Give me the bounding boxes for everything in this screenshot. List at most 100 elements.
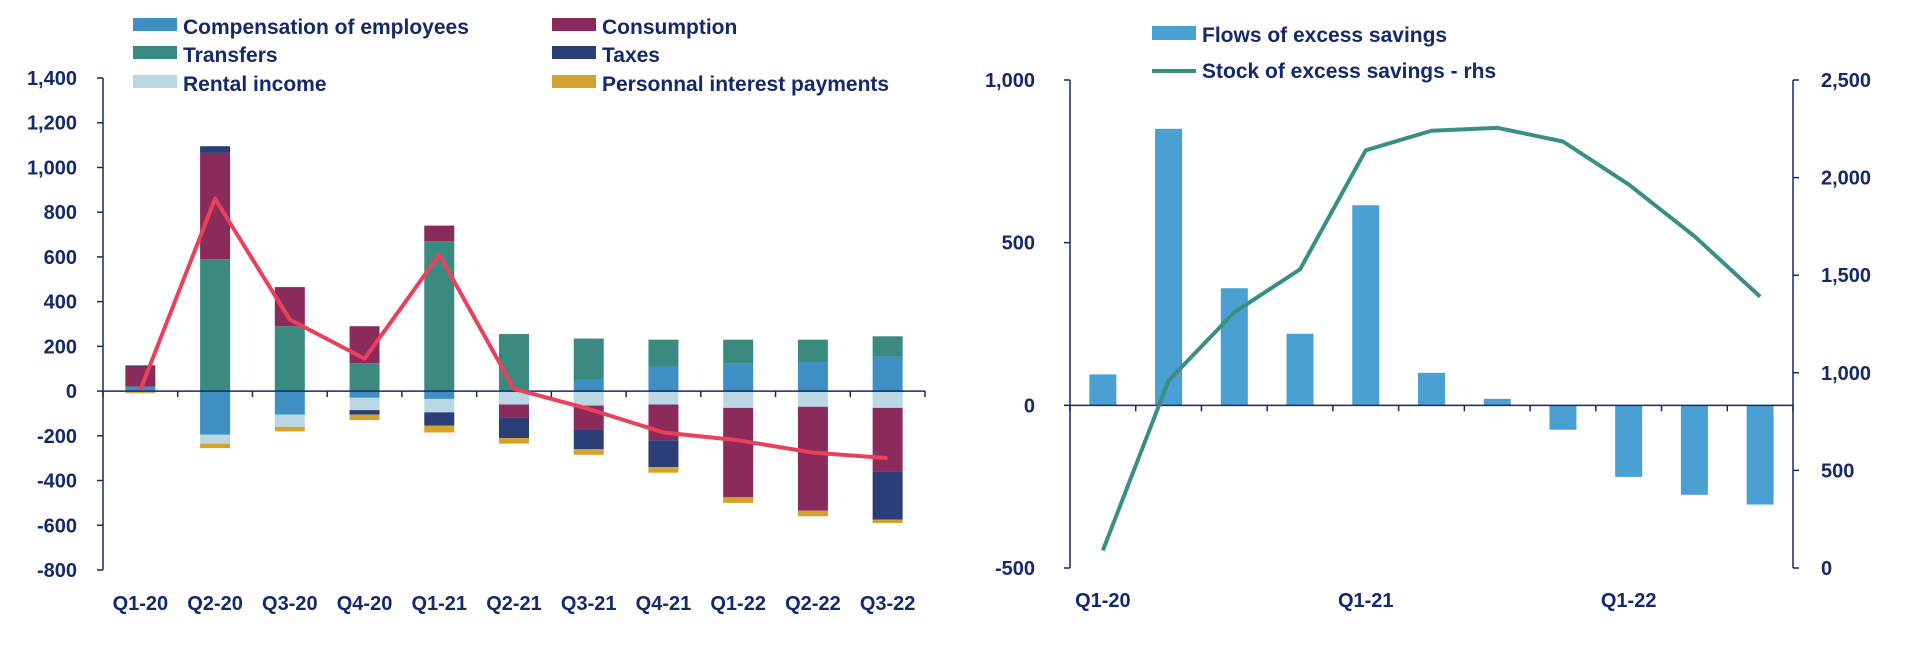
right-chart-x-tick-label: Q1-21 — [1338, 590, 1394, 612]
right-legend-line-label: Stock of excess savings - rhs — [1202, 60, 1496, 83]
bar-segment-3-8 — [723, 407, 754, 498]
bar-segment-0-6 — [573, 379, 604, 392]
left-x-tick-label: Q2-21 — [486, 593, 542, 615]
right-chart-y-tick-label: 500 — [1002, 233, 1035, 255]
right-chart-y2-tick-label: 0 — [1821, 558, 1832, 580]
bar-segment-4-0 — [125, 365, 156, 367]
bar-segment-0-1 — [200, 391, 231, 435]
bar-segment-4-3 — [349, 410, 380, 415]
bar-segment-5-4 — [424, 425, 455, 433]
left-y-tick-label: 800 — [44, 202, 77, 224]
bar-segment-4-4 — [424, 412, 455, 426]
left-x-tick-label: Q3-20 — [262, 593, 318, 615]
bar-segment-3-10 — [872, 407, 903, 472]
left-x-tick-label: Q2-20 — [187, 593, 243, 615]
left-y-tick-label: 0 — [66, 381, 77, 403]
legend-swatch-5 — [552, 75, 596, 88]
flow-bar-6 — [1483, 398, 1511, 406]
right-chart-x-tick-label: Q1-22 — [1601, 590, 1657, 612]
bar-segment-2-7 — [648, 391, 679, 405]
legend-swatch-0 — [133, 18, 177, 31]
bar-segment-5-10 — [872, 519, 903, 524]
bar-segment-3-0 — [125, 366, 156, 387]
bar-segment-5-5 — [499, 438, 529, 444]
bar-segment-0-10 — [872, 356, 903, 392]
left-y-tick-label: 1,200 — [27, 113, 77, 135]
bar-segment-5-3 — [349, 414, 380, 421]
left-y-tick-label: 400 — [44, 292, 77, 314]
bar-segment-2-10 — [872, 391, 903, 408]
left-x-tick-label: Q3-22 — [860, 593, 916, 615]
right-chart-y-tick-label: 0 — [1024, 395, 1035, 417]
bar-segment-5-6 — [573, 449, 604, 455]
bar-segment-3-9 — [797, 406, 828, 511]
right-legend-bar-swatch — [1152, 26, 1196, 40]
flow-bar-1 — [1155, 128, 1183, 406]
right-chart-y2-tick-label: 1,000 — [1821, 363, 1871, 385]
left-x-tick-label: Q2-22 — [785, 593, 841, 615]
legend-label-0: Compensation of employees — [183, 16, 469, 39]
bar-segment-5-1 — [200, 443, 231, 449]
legend-label-2: Rental income — [183, 73, 327, 96]
left-x-tick-label: Q1-21 — [411, 593, 467, 615]
legend-label-3: Consumption — [602, 16, 737, 39]
legend-swatch-1 — [133, 46, 177, 59]
bar-segment-4-6 — [573, 429, 604, 450]
bar-segment-5-8 — [723, 497, 754, 503]
left-y-tick-label: 1,000 — [27, 157, 77, 179]
left-y-tick-label: -800 — [37, 560, 77, 582]
left-y-tick-label: 1,400 — [27, 68, 77, 90]
bar-segment-1-6 — [573, 338, 604, 380]
bar-segment-4-5 — [499, 417, 529, 439]
left-y-tick-label: 600 — [44, 247, 77, 269]
right-chart-y2-tick-label: 2,500 — [1821, 70, 1871, 92]
right-chart-y2-tick-label: 1,500 — [1821, 265, 1871, 287]
left-y-tick-label: -400 — [37, 471, 77, 493]
legend-swatch-2 — [133, 75, 177, 88]
bar-segment-2-8 — [723, 391, 754, 408]
bar-segment-2-5 — [499, 391, 529, 405]
bar-segment-1-7 — [648, 339, 679, 367]
bar-segment-1-3 — [349, 363, 380, 392]
left-x-tick-label: Q4-20 — [337, 593, 393, 615]
right-chart-y-tick-label: 1,000 — [985, 70, 1035, 92]
bar-segment-0-8 — [723, 363, 754, 392]
right-legend-bar-label: Flows of excess savings — [1202, 24, 1447, 47]
bar-segment-1-4 — [424, 241, 455, 392]
left-x-tick-label: Q3-21 — [561, 593, 617, 615]
right-chart-y-tick-label: -500 — [995, 558, 1035, 580]
flow-bar-7 — [1549, 405, 1577, 430]
bar-segment-2-9 — [797, 391, 828, 407]
right-chart-x-tick-label: Q1-20 — [1075, 590, 1131, 612]
flow-bar-10 — [1746, 405, 1774, 505]
left-x-tick-label: Q4-21 — [636, 593, 692, 615]
flow-bar-8 — [1615, 405, 1643, 477]
legend-label-5: Personnal interest payments — [602, 73, 889, 96]
bar-segment-3-4 — [424, 225, 455, 242]
bar-segment-4-1 — [200, 146, 231, 153]
bar-segment-5-2 — [274, 426, 305, 432]
bar-segment-1-9 — [797, 339, 828, 363]
right-chart-y2-tick-label: 500 — [1821, 460, 1854, 482]
bar-segment-2-4 — [424, 398, 455, 413]
left-net-line — [138, 196, 888, 461]
flow-bar-5 — [1418, 372, 1445, 406]
bar-segment-1-8 — [723, 339, 754, 364]
bar-segment-1-1 — [200, 259, 231, 392]
left-y-tick-label: 200 — [44, 336, 77, 358]
bar-segment-0-4 — [424, 391, 455, 399]
flow-bar-0 — [1089, 374, 1117, 406]
bar-segment-2-6 — [573, 391, 604, 406]
right-chart-y2-tick-label: 2,000 — [1821, 168, 1871, 190]
bar-segment-0-9 — [797, 362, 828, 392]
bar-segment-0-2 — [274, 391, 305, 415]
bar-segment-3-5 — [499, 404, 529, 418]
bar-segment-5-7 — [648, 467, 679, 473]
flow-bar-3 — [1286, 333, 1314, 406]
bar-segment-1-2 — [274, 326, 305, 392]
legend-swatch-4 — [552, 46, 596, 59]
stock-line — [1100, 125, 1762, 552]
bar-segment-0-7 — [648, 366, 679, 392]
left-y-tick-label: -200 — [37, 426, 77, 448]
